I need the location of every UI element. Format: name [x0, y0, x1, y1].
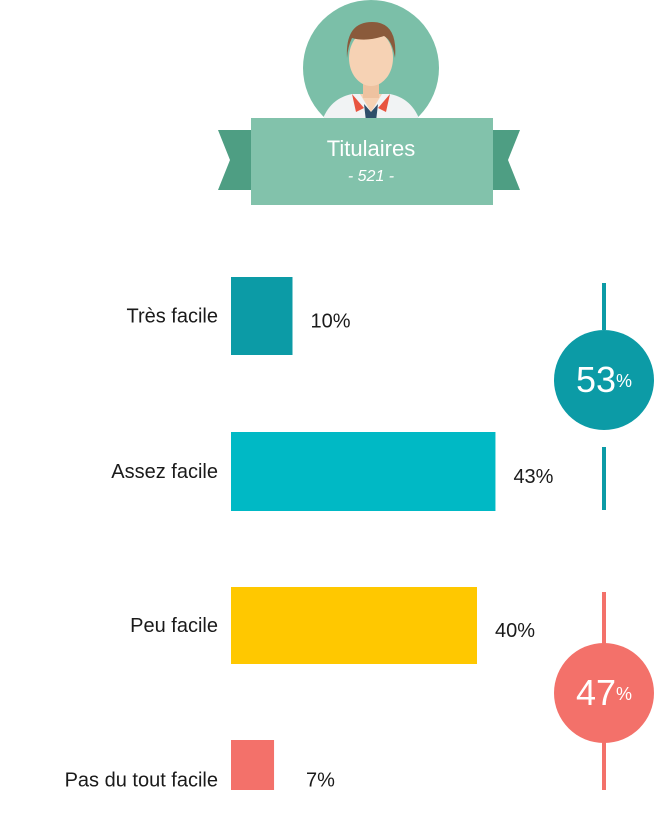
- group-unit: %: [616, 371, 632, 391]
- category-label: Pas du tout facile: [65, 769, 218, 791]
- bar: [231, 277, 293, 355]
- value-label: 10%: [311, 310, 351, 332]
- bar: [231, 740, 275, 790]
- group-circle: [554, 330, 654, 430]
- bar: [231, 432, 496, 511]
- value-label: 7%: [306, 769, 335, 791]
- group-total: 47%: [576, 672, 632, 713]
- header-ribbon: [218, 118, 520, 205]
- value-label: 43%: [513, 466, 553, 488]
- header-subtitle: - 521 -: [348, 168, 394, 185]
- group-value: 53: [576, 359, 616, 400]
- bar: [231, 587, 477, 664]
- category-label: Peu facile: [130, 615, 218, 637]
- category-label: Assez facile: [111, 461, 218, 483]
- value-label: 40%: [495, 620, 535, 642]
- header-title: Titulaires: [327, 136, 415, 161]
- group-total: 53%: [576, 359, 632, 400]
- group-circle: [554, 643, 654, 743]
- group-value: 47: [576, 672, 616, 713]
- category-label: Très facile: [126, 305, 218, 327]
- group-unit: %: [616, 684, 632, 704]
